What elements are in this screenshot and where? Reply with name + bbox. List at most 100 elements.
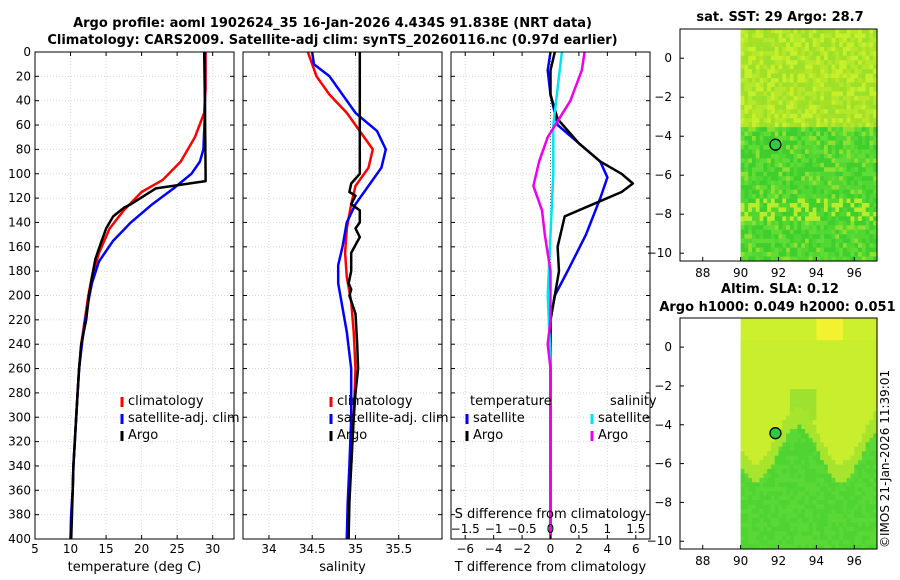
map-cell (774, 535, 780, 541)
map-cell (748, 211, 753, 217)
map-cell (865, 198, 871, 204)
map-cell (808, 491, 814, 497)
map-cell (869, 446, 874, 452)
map-cell (755, 216, 761, 222)
map-cell (767, 82, 772, 88)
map-cell (778, 362, 783, 368)
map-cell (850, 473, 855, 479)
map-cell (755, 402, 761, 408)
map-cell (797, 357, 802, 364)
map-cell (805, 180, 810, 186)
map-cell (812, 69, 817, 75)
map-cell (865, 153, 871, 159)
y-tick-label: 340 (8, 459, 31, 473)
map-cell (835, 238, 840, 244)
map-cell (831, 469, 836, 475)
map-cell (839, 375, 844, 381)
map-cell (820, 127, 825, 133)
map-cell (789, 256, 795, 262)
map-cell (748, 194, 753, 200)
map-cell (797, 113, 802, 119)
map-cell (805, 509, 810, 515)
map-cell (812, 340, 817, 346)
map-cell (839, 371, 844, 377)
map-cell (835, 375, 840, 381)
map-cell (831, 389, 836, 395)
map-cell (751, 406, 757, 412)
map-cell (823, 55, 829, 61)
map-cell (869, 256, 874, 262)
map-cell (748, 415, 753, 421)
map-cell (801, 203, 806, 209)
map-cell (782, 238, 787, 244)
map-cell (767, 216, 772, 222)
map-cell (744, 162, 749, 168)
map-cell (816, 167, 821, 173)
map-cell (839, 247, 844, 253)
map-cell (793, 194, 799, 200)
map-cell (823, 535, 829, 541)
map-cell (808, 171, 814, 177)
map-cell (861, 389, 867, 395)
map-cell (854, 42, 859, 48)
map-cell (755, 535, 761, 541)
map-cell (770, 340, 776, 346)
map-cell (740, 51, 746, 57)
map-cell (842, 326, 848, 332)
map-cell (748, 526, 753, 532)
map-cell (816, 216, 821, 222)
map-cell (850, 91, 855, 97)
map-cell (763, 380, 768, 386)
map-cell (820, 393, 825, 399)
map-cell (835, 162, 840, 168)
map-cell (744, 429, 749, 435)
map-cell (861, 366, 867, 372)
map-cell (805, 82, 810, 88)
map-cell (751, 78, 757, 84)
map-cell (786, 513, 791, 519)
map-cell (770, 220, 776, 226)
map-cell (861, 397, 867, 403)
map-cell (801, 73, 806, 79)
map-cell (786, 460, 791, 466)
map-cell (858, 331, 863, 337)
map-cell (767, 349, 772, 355)
map-cell (873, 513, 878, 519)
map-cell (808, 229, 814, 235)
map-cell (770, 216, 776, 222)
map-cell (744, 375, 749, 381)
map-cell (789, 247, 795, 253)
map-cell (740, 46, 746, 52)
map-cell (782, 420, 787, 426)
map-cell (816, 82, 821, 88)
map-cell (789, 29, 795, 35)
map-cell (786, 357, 791, 364)
map-y-tick-label: −6 (654, 168, 672, 182)
map-cell (846, 29, 852, 35)
map-cell (805, 517, 810, 523)
map-cell (744, 176, 749, 182)
map-cell (873, 420, 878, 426)
map-cell (755, 247, 761, 253)
map-cell (782, 149, 787, 155)
map-x-tick-label: 88 (695, 266, 710, 280)
map-cell (816, 100, 821, 106)
map-cell (820, 180, 825, 186)
map-cell (854, 322, 859, 328)
map-cell (748, 389, 753, 395)
map-cell (816, 486, 821, 492)
map-cell (850, 238, 855, 244)
map-cell (774, 238, 780, 244)
x-tick-label: 10 (63, 542, 78, 556)
map-cell (842, 216, 848, 222)
map-cell (842, 29, 848, 35)
map-cell (740, 420, 746, 426)
map-cell (854, 420, 859, 426)
map-cell (873, 55, 878, 61)
map-cell (831, 46, 836, 52)
map-cell (740, 389, 746, 395)
map-cell (740, 256, 746, 262)
map-cell (842, 460, 848, 466)
map-cell (861, 229, 867, 235)
map-cell (805, 375, 810, 381)
